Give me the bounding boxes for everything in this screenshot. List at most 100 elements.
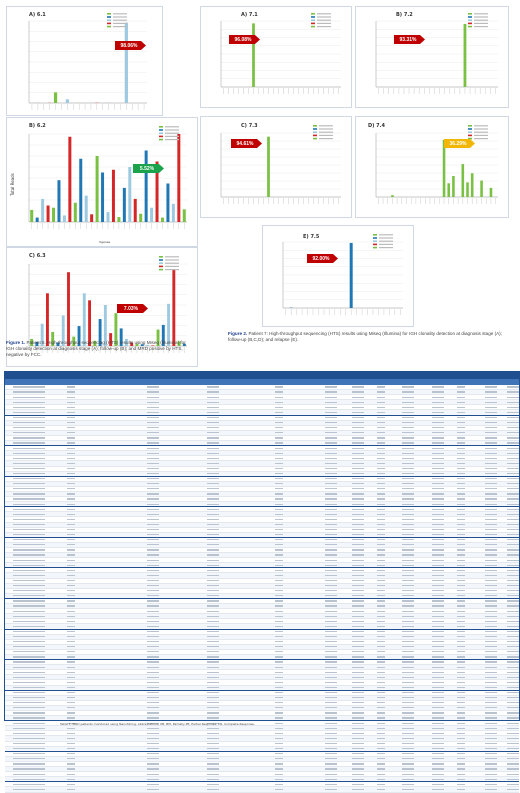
table-cell (21, 504, 33, 505)
table-cell (13, 539, 21, 540)
table-cell (507, 784, 519, 785)
table-cell (21, 682, 33, 683)
table-cell (457, 417, 465, 418)
table-cell (67, 611, 75, 612)
table-cell (33, 422, 45, 423)
table-cell (13, 498, 21, 499)
table-cell (325, 763, 337, 764)
table-cell (377, 458, 385, 459)
legend-swatch (468, 131, 472, 133)
table-cell (147, 763, 159, 764)
table-cell (21, 417, 33, 418)
table-cell (402, 621, 414, 622)
legend-entry (165, 129, 179, 130)
table-cell (13, 702, 21, 703)
table-cell (325, 529, 337, 530)
table-cell (352, 397, 364, 398)
table-cell (485, 651, 497, 652)
table-cell (485, 498, 497, 499)
table-cell (21, 493, 33, 494)
table-cell (485, 641, 497, 642)
table-cell (485, 717, 497, 718)
table-cell (21, 427, 33, 428)
table-cell (352, 432, 364, 433)
table-cell (33, 463, 45, 464)
chart-panel-a71: 96.08% A) 7.1 (200, 6, 352, 108)
table-cell (33, 590, 45, 591)
table-cell (402, 412, 414, 413)
table-cell (352, 498, 364, 499)
percentage-badge-label: 7.03% (124, 306, 139, 312)
table-cell (485, 529, 497, 530)
table-cell (352, 504, 364, 505)
table-cell (402, 661, 414, 662)
table-cell (147, 560, 159, 561)
table-cell (325, 478, 337, 479)
chart-title: C) 6.3 (29, 253, 46, 259)
table-cell (457, 504, 465, 505)
table-cell (457, 738, 465, 739)
table-cell (457, 758, 465, 759)
table-cell (485, 748, 497, 749)
bar (462, 164, 465, 197)
table-cell (147, 478, 159, 479)
table-cell (275, 672, 283, 673)
table-cell (457, 580, 465, 581)
table-cell (325, 682, 337, 683)
table-cell (33, 534, 45, 535)
legend-swatch (373, 247, 377, 249)
table-cell (507, 519, 519, 520)
table-cell (457, 488, 465, 489)
table-cell (352, 549, 364, 550)
legend-swatch (107, 16, 111, 18)
legend-swatch (159, 266, 163, 268)
table-cell (432, 539, 444, 540)
table-cell (13, 391, 21, 392)
table-cell (21, 524, 33, 525)
table-cell (33, 427, 45, 428)
table-cell (432, 463, 444, 464)
bar (125, 23, 128, 103)
table-cell (207, 682, 219, 683)
table-cell (325, 554, 337, 555)
table-cell (485, 473, 497, 474)
table-cell (352, 544, 364, 545)
table-cell (21, 544, 33, 545)
table-cell (33, 702, 45, 703)
table-cell (21, 600, 33, 601)
table-cell (147, 407, 159, 408)
table-cell (507, 453, 519, 454)
table-cell (13, 514, 21, 515)
table-cell (207, 412, 219, 413)
table-cell (67, 779, 75, 780)
table-cell (352, 529, 364, 530)
legend-swatch (373, 240, 377, 242)
percentage-badge-label: 94.61% (237, 141, 255, 147)
table-cell (352, 774, 364, 775)
table-cell (377, 397, 385, 398)
table-cell (67, 483, 75, 484)
table-cell (377, 575, 385, 576)
table-cell (325, 621, 337, 622)
table-cell (67, 636, 75, 637)
table-cell (507, 397, 519, 398)
table-cell (275, 417, 283, 418)
legend-entry (319, 125, 333, 126)
legend-swatch (373, 234, 377, 236)
table-cell (67, 427, 75, 428)
table-cell (352, 733, 364, 734)
table-cell (432, 661, 444, 662)
table-cell (402, 631, 414, 632)
table-cell (147, 519, 159, 520)
table-cell (275, 442, 283, 443)
table-cell (402, 646, 414, 647)
table-cell (275, 748, 283, 749)
table-cell (457, 677, 465, 678)
table-cell (485, 407, 497, 408)
table-cell (485, 402, 497, 403)
table-cell (13, 661, 21, 662)
legend-swatch (313, 131, 317, 133)
table-cell (377, 779, 385, 780)
table-cell (352, 631, 364, 632)
table-cell (67, 519, 75, 520)
